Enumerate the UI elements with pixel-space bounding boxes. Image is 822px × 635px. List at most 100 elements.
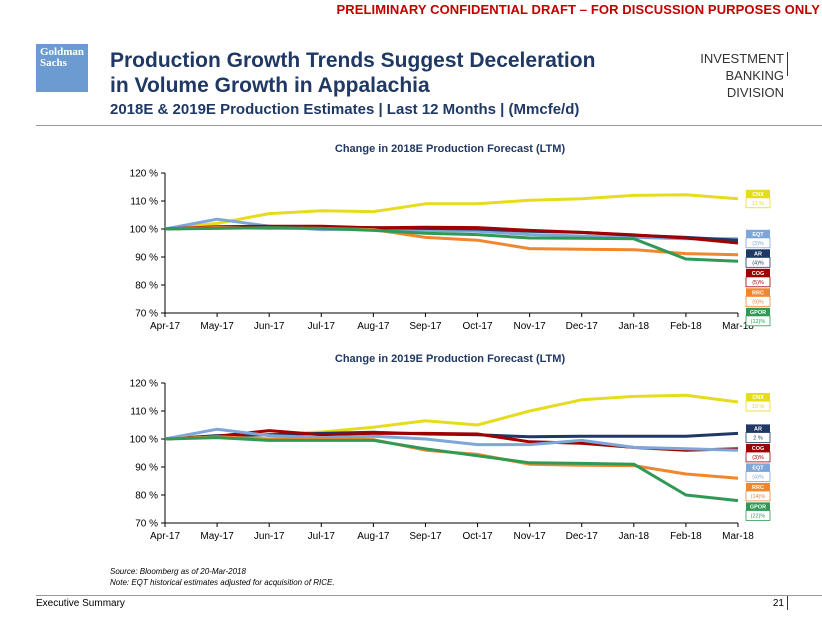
chart2-title: Change in 2019E Production Forecast (LTM… (334, 353, 566, 365)
series-label-name-gpor: GPOR (750, 505, 766, 511)
series-label-name-cog: COG (752, 271, 765, 277)
series-label-value-cog: (3)% (752, 455, 764, 461)
x-tick-label: May-17 (200, 531, 234, 542)
series-label-box-gpor (746, 502, 770, 511)
series-label-box-gpor (746, 307, 770, 316)
source-note: Source: Bloomberg as of 20-Mar-2018 (110, 567, 246, 576)
series-label-value-rrc: (14)% (751, 494, 766, 500)
y-tick-label: 120 % (130, 169, 158, 180)
footnote: Note: EQT historical estimates adjusted … (110, 578, 335, 587)
x-tick-label: Aug-17 (357, 531, 390, 542)
division-label: INVESTMENT BANKING DIVISION (652, 50, 784, 101)
x-tick-label: Feb-18 (670, 321, 702, 332)
x-tick-label: Feb-18 (670, 531, 702, 542)
header-rule (36, 125, 822, 126)
x-tick-label: Jan-18 (619, 531, 650, 542)
x-tick-label: Dec-17 (566, 531, 599, 542)
y-tick-label: 90 % (135, 253, 158, 264)
series-label-value-box-cog (745, 276, 771, 288)
draft-notice: PRELIMINARY CONFIDENTIAL DRAFT – FOR DIS… (336, 2, 820, 17)
series-label-value-box-rrc (745, 490, 771, 502)
x-tick-label: Jul-17 (308, 321, 336, 332)
x-tick-label: Mar-18 (722, 531, 754, 542)
series-line-gpor (164, 226, 739, 263)
x-tick-label: Mar-18 (722, 321, 754, 332)
y-tick-label: 100 % (130, 435, 158, 446)
series-label-value-box-ar (745, 257, 771, 268)
series-label-name-cog: COG (752, 446, 765, 452)
footer-rule (36, 595, 822, 596)
page-title: Production Growth Trends Suggest Deceler… (110, 48, 650, 98)
series-label-box-rrc (746, 482, 770, 491)
series-label-value-box-cog (745, 451, 771, 463)
series-label-box-cnx (746, 393, 770, 402)
series-label-value-cnx: 13 % (752, 404, 765, 410)
section-label: Executive Summary (36, 598, 125, 609)
series-label-value-eqt: (3)% (752, 241, 764, 247)
series-label-value-box-rrc (745, 295, 771, 307)
series-label-value-box-eqt (745, 471, 771, 482)
x-tick-label: Apr-17 (150, 321, 180, 332)
series-label-box-cnx (746, 189, 770, 198)
series-label-value-box-ar (745, 432, 771, 443)
x-tick-label: Jun-17 (254, 321, 285, 332)
y-tick-label: 120 % (130, 379, 158, 390)
x-tick-label: Jan-18 (619, 321, 650, 332)
series-label-value-eqt: (4)% (752, 474, 764, 480)
series-label-name-eqt: EQT (752, 466, 764, 472)
chart1-title: Change in 2018E Production Forecast (LTM… (334, 143, 566, 155)
series-label-value-rrc: (9)% (752, 299, 764, 305)
series-line-eqt (164, 427, 739, 452)
series-label-name-ar: AR (754, 251, 762, 257)
series-label-value-gpor: (12)% (751, 319, 766, 325)
series-label-value-ar: (4)% (752, 260, 764, 266)
series-label-value-box-eqt (745, 237, 771, 249)
series-label-box-rrc (746, 288, 770, 297)
division-divider (787, 52, 788, 76)
x-tick-label: Dec-17 (566, 321, 599, 332)
y-tick-label: 90 % (135, 463, 158, 474)
series-label-value-cnx: 11 % (752, 201, 764, 207)
y-tick-label: 80 % (135, 281, 158, 292)
x-tick-label: Jun-17 (254, 531, 285, 542)
series-label-box-ar (746, 424, 770, 433)
series-label-value-box-cnx (745, 400, 771, 412)
page-subtitle: 2018E & 2019E Production Estimates | Las… (110, 101, 580, 118)
series-label-name-rrc: RRC (752, 290, 764, 296)
division-line1: INVESTMENT BANKING (700, 51, 784, 83)
series-label-value-box-cnx (745, 197, 771, 209)
division-line2: DIVISION (726, 85, 784, 100)
series-label-name-cnx: CNX (752, 395, 764, 401)
page-title-line1: Production Growth Trends Suggest Deceler… (110, 49, 596, 72)
series-line-gpor (164, 436, 739, 503)
x-tick-label: Sep-17 (409, 531, 442, 542)
series-line-cnx (164, 193, 739, 231)
logo-line1: Goldman (40, 46, 85, 58)
y-tick-label: 110 % (130, 407, 158, 418)
x-tick-label: Oct-17 (463, 321, 493, 332)
x-tick-label: Aug-17 (357, 321, 390, 332)
series-label-value-box-gpor (745, 510, 771, 521)
page-title-line2: in Volume Growth in Appalachia (110, 74, 430, 97)
x-tick-label: Nov-17 (514, 321, 547, 332)
chart-2018e: 70 % 80 % 90 % 100 % 110 % 120 % Apr-17 May-17 J… (130, 169, 771, 332)
series-label-value-box-gpor (745, 315, 771, 327)
series-label-value-ar: 2 % (753, 435, 763, 441)
x-tick-label: Nov-17 (514, 531, 547, 542)
y-tick-label: 70 % (135, 309, 158, 320)
series-label-name-rrc: RRC (752, 485, 764, 491)
series-label-box-ar (746, 249, 770, 258)
logo-line2: Sachs (40, 57, 67, 69)
series-label-value-gpor: (22)% (751, 513, 766, 519)
x-tick-label: Jul-17 (308, 531, 336, 542)
page-number: 21 (772, 598, 784, 609)
y-tick-label: 70 % (135, 519, 158, 530)
y-tick-label: 100 % (130, 225, 158, 236)
y-tick-label: 80 % (135, 491, 158, 502)
series-label-value-cog: (5)% (752, 280, 764, 286)
y-tick-label: 110 % (130, 197, 158, 208)
x-tick-label: May-17 (200, 321, 234, 332)
chart-2019e: 70 % 80 % 90 % 100 % 110 % 120 % Apr-17 May-17 J… (130, 379, 771, 542)
series-label-name-cnx: CNX (752, 192, 764, 198)
footer-divider (787, 596, 788, 610)
